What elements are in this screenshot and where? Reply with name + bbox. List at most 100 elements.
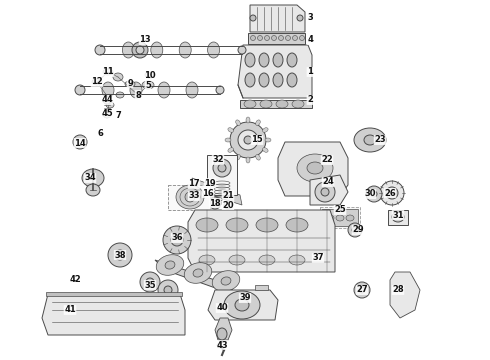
- Ellipse shape: [171, 234, 183, 246]
- Text: 39: 39: [239, 293, 251, 302]
- Text: 33: 33: [188, 192, 200, 201]
- Ellipse shape: [271, 36, 276, 40]
- Text: 19: 19: [204, 179, 216, 188]
- Text: 15: 15: [251, 135, 263, 144]
- Ellipse shape: [163, 226, 191, 254]
- Polygon shape: [248, 33, 305, 44]
- Polygon shape: [322, 209, 358, 226]
- Ellipse shape: [392, 212, 404, 222]
- Ellipse shape: [223, 191, 233, 199]
- Ellipse shape: [238, 130, 258, 150]
- Polygon shape: [205, 192, 222, 200]
- Ellipse shape: [164, 286, 172, 294]
- Ellipse shape: [321, 188, 329, 196]
- Ellipse shape: [258, 36, 263, 40]
- Text: 11: 11: [102, 68, 114, 77]
- Ellipse shape: [165, 261, 175, 269]
- Text: 16: 16: [202, 189, 214, 198]
- Ellipse shape: [354, 128, 386, 152]
- Polygon shape: [250, 5, 305, 32]
- Ellipse shape: [199, 255, 215, 265]
- Ellipse shape: [229, 255, 245, 265]
- Ellipse shape: [259, 73, 269, 87]
- Ellipse shape: [299, 36, 304, 40]
- Text: 20: 20: [222, 201, 234, 210]
- Polygon shape: [255, 285, 268, 290]
- Ellipse shape: [122, 42, 134, 58]
- Ellipse shape: [287, 53, 297, 67]
- Text: 44: 44: [101, 95, 113, 104]
- Polygon shape: [193, 182, 205, 194]
- Text: 3: 3: [307, 13, 313, 22]
- Text: 36: 36: [171, 234, 183, 243]
- Text: 45: 45: [101, 109, 113, 118]
- Text: 37: 37: [312, 253, 324, 262]
- Polygon shape: [192, 178, 242, 205]
- Ellipse shape: [371, 191, 377, 197]
- Ellipse shape: [245, 73, 255, 87]
- Text: 21: 21: [222, 190, 234, 199]
- Ellipse shape: [386, 187, 398, 199]
- Ellipse shape: [156, 255, 184, 275]
- Ellipse shape: [256, 120, 260, 126]
- Text: 42: 42: [69, 275, 81, 284]
- Ellipse shape: [276, 100, 288, 108]
- Ellipse shape: [176, 185, 204, 209]
- Text: 34: 34: [84, 174, 96, 183]
- Ellipse shape: [265, 138, 271, 142]
- Ellipse shape: [287, 73, 297, 87]
- Ellipse shape: [193, 269, 203, 277]
- Ellipse shape: [259, 255, 275, 265]
- Ellipse shape: [238, 46, 246, 54]
- Ellipse shape: [186, 82, 198, 98]
- Text: 17: 17: [188, 180, 200, 189]
- Ellipse shape: [235, 299, 249, 311]
- Polygon shape: [42, 294, 185, 335]
- Ellipse shape: [364, 135, 376, 145]
- Ellipse shape: [205, 178, 215, 188]
- Ellipse shape: [263, 148, 268, 152]
- Ellipse shape: [244, 100, 256, 108]
- Text: 43: 43: [216, 341, 228, 350]
- Ellipse shape: [228, 148, 233, 152]
- Text: 35: 35: [144, 280, 156, 289]
- Ellipse shape: [142, 81, 154, 89]
- Polygon shape: [208, 290, 278, 320]
- Ellipse shape: [289, 255, 305, 265]
- Ellipse shape: [212, 271, 240, 291]
- Ellipse shape: [273, 73, 283, 87]
- Ellipse shape: [346, 215, 354, 221]
- Ellipse shape: [246, 157, 250, 163]
- Ellipse shape: [246, 117, 250, 123]
- Ellipse shape: [326, 215, 334, 221]
- Polygon shape: [278, 142, 348, 196]
- Ellipse shape: [263, 128, 268, 132]
- Ellipse shape: [228, 128, 233, 132]
- Ellipse shape: [256, 218, 278, 232]
- Polygon shape: [238, 45, 312, 98]
- Ellipse shape: [151, 42, 163, 58]
- Text: 30: 30: [364, 189, 376, 198]
- Ellipse shape: [86, 184, 100, 196]
- Ellipse shape: [108, 243, 132, 267]
- Text: 6: 6: [97, 129, 103, 138]
- Text: 38: 38: [114, 251, 126, 260]
- Ellipse shape: [158, 82, 170, 98]
- Ellipse shape: [158, 280, 178, 300]
- Ellipse shape: [265, 36, 270, 40]
- Text: 13: 13: [139, 36, 151, 45]
- Ellipse shape: [260, 100, 272, 108]
- Ellipse shape: [307, 162, 323, 174]
- Ellipse shape: [213, 159, 231, 177]
- Text: 10: 10: [144, 71, 156, 80]
- Ellipse shape: [95, 45, 105, 55]
- Ellipse shape: [196, 218, 218, 232]
- Ellipse shape: [208, 181, 212, 185]
- Polygon shape: [168, 185, 210, 210]
- Polygon shape: [215, 318, 232, 340]
- Text: 24: 24: [322, 177, 334, 186]
- Polygon shape: [390, 272, 420, 318]
- Polygon shape: [320, 207, 360, 228]
- Ellipse shape: [286, 36, 291, 40]
- Text: 12: 12: [91, 77, 103, 86]
